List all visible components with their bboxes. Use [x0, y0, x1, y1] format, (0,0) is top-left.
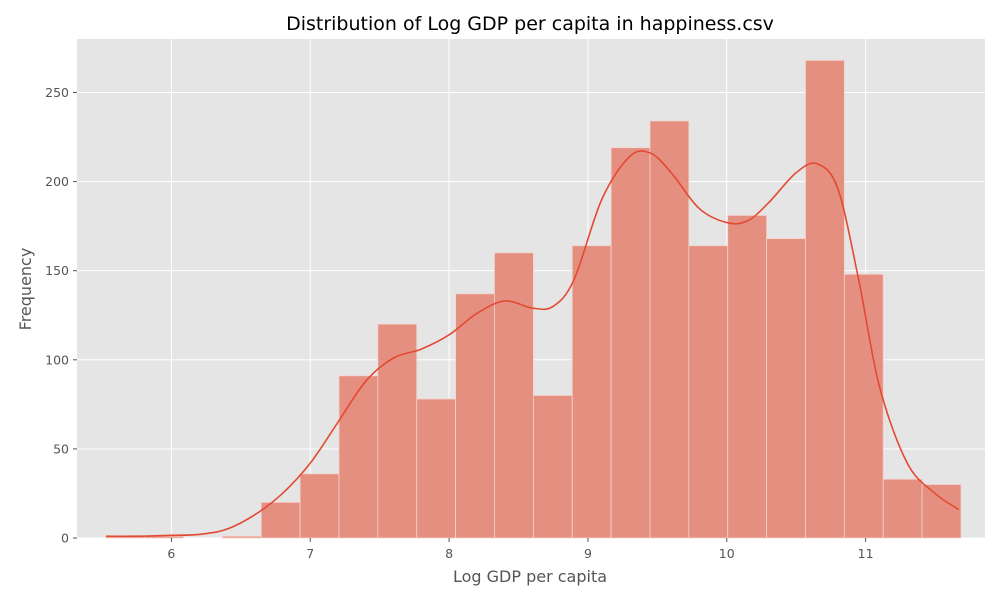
- histogram-bar: [571, 245, 612, 539]
- histogram-bar: [649, 120, 690, 539]
- y-tick-label: 50: [53, 441, 69, 456]
- y-tick-label: 150: [45, 263, 69, 278]
- histogram-bar: [260, 501, 301, 539]
- histogram-bar: [416, 398, 457, 539]
- histogram-bar: [532, 395, 573, 539]
- x-tick-label: 7: [306, 546, 314, 561]
- y-tick-label: 0: [61, 531, 69, 546]
- histogram-bar: [610, 147, 651, 539]
- histogram-bar: [882, 478, 923, 539]
- kde-line: [106, 150, 960, 538]
- histogram-bar: [805, 59, 845, 539]
- x-tick-label: 10: [719, 546, 735, 561]
- y-axis-label: Frequency: [16, 248, 35, 331]
- y-tick-label: 200: [45, 174, 69, 189]
- x-tick-label: 6: [167, 546, 175, 561]
- histogram-bar: [766, 238, 806, 539]
- histogram-bar: [727, 215, 768, 539]
- x-tick-label: 11: [858, 546, 874, 561]
- histogram-bars: [105, 59, 962, 539]
- histogram-bar: [455, 293, 495, 539]
- x-tick-label: 9: [584, 546, 592, 561]
- histogram-bar: [221, 535, 262, 539]
- x-tick-label: 8: [445, 546, 453, 561]
- x-axis-ticks: 6 7 8 9 10 11: [167, 538, 874, 561]
- histogram-bar: [843, 273, 884, 539]
- histogram-bar: [688, 245, 729, 539]
- x-axis-label: Log GDP per capita: [453, 567, 607, 586]
- y-tick-label: 100: [45, 352, 69, 367]
- histogram-bar: [921, 484, 962, 539]
- histogram-bar: [494, 252, 534, 539]
- histogram-bar: [338, 375, 379, 539]
- y-tick-label: 250: [45, 85, 69, 100]
- y-axis-ticks: 0 50 100 150 200 250: [45, 85, 77, 546]
- histogram-bar: [299, 473, 340, 539]
- chart-title: Distribution of Log GDP per capita in ha…: [286, 13, 774, 35]
